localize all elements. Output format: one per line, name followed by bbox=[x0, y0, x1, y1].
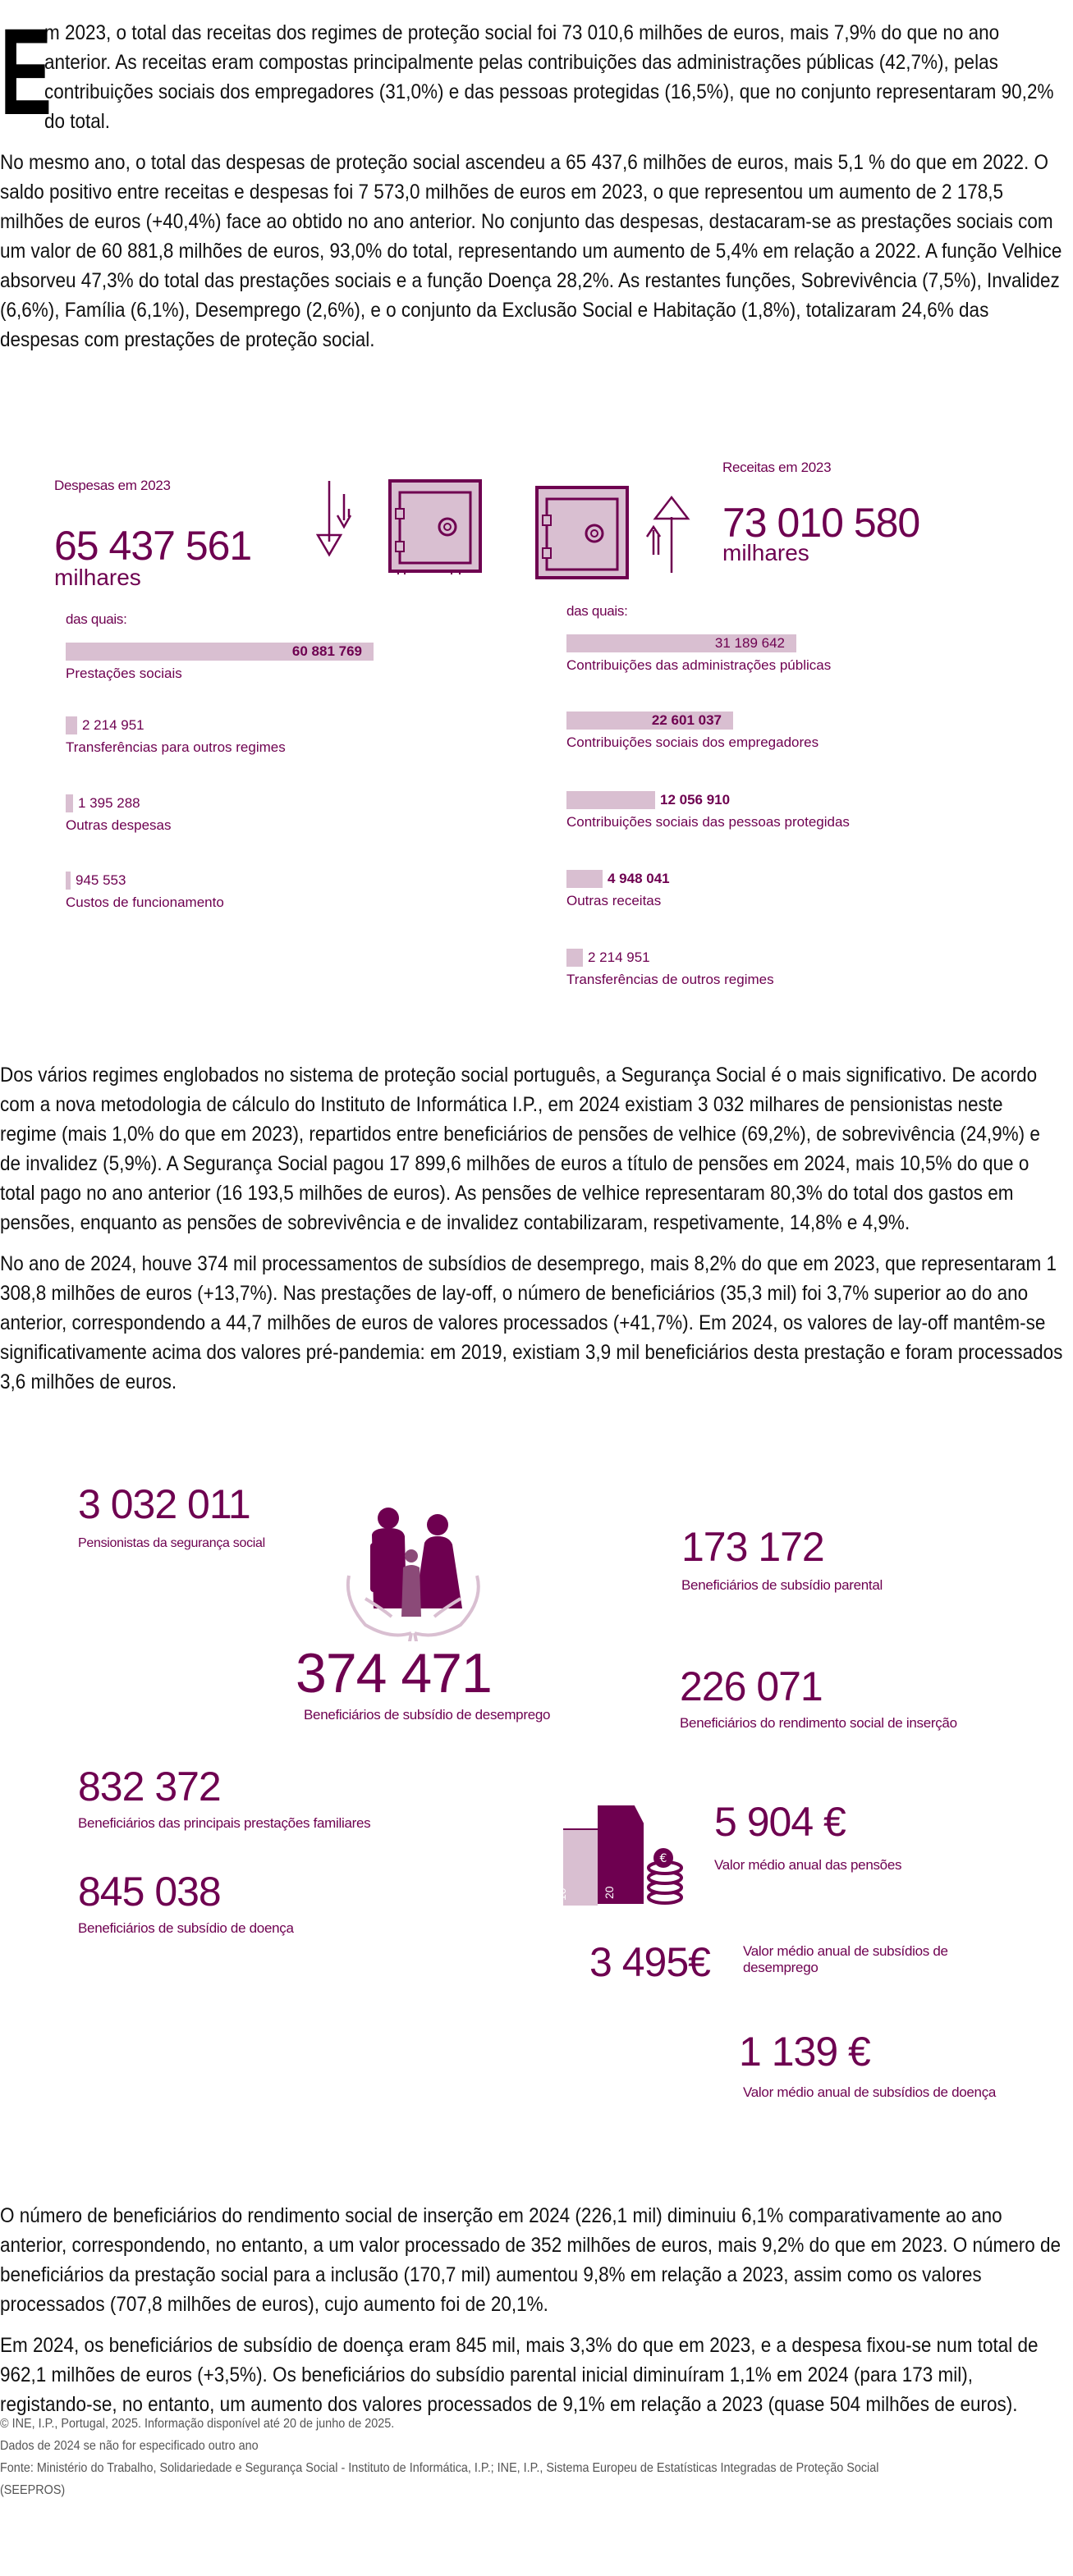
revenue-total: 73 010 580 bbox=[722, 500, 920, 546]
arrow-down-icon bbox=[316, 481, 352, 557]
closing-paragraph-1: O número de beneficiários do rendimento … bbox=[0, 2204, 1062, 2316]
expense-value: 2 214 951 bbox=[82, 717, 144, 733]
revenue-item: 12 056 910 Contribuições sociais das pess… bbox=[566, 791, 977, 830]
footer-note: Dados de 2024 se não for especificado ou… bbox=[0, 2439, 259, 2453]
pensioners-label: Pensionistas da segurança social bbox=[78, 1536, 265, 1550]
parental-label: Beneficiários de subsídio parental bbox=[681, 1577, 883, 1593]
middle-text: Dos vários regimes englobados no sistema… bbox=[0, 1060, 1064, 1408]
expenses-total: 65 437 561 bbox=[54, 523, 252, 569]
expense-label: Outras despesas bbox=[66, 817, 172, 833]
safe-icon bbox=[535, 486, 629, 579]
avg-unemployment-label: Valor médio anual de subsídios de desemp… bbox=[743, 1943, 948, 1975]
avg-unemployment-value: 3 495€ bbox=[589, 1939, 711, 1985]
drop-cap: E bbox=[0, 2, 53, 140]
expense-bar bbox=[66, 872, 71, 890]
money-out-icon bbox=[316, 479, 482, 574]
stats-infographic: 3 032 011 Pensionistas da segurança soci… bbox=[0, 1461, 1073, 2158]
middle-paragraph-2: No ano de 2024, houve 374 mil processame… bbox=[0, 1252, 1063, 1393]
expense-item: 60 881 769 Prestações sociais bbox=[66, 643, 476, 681]
footer: © INE, I.P., Portugal, 2025. Informação … bbox=[0, 2413, 887, 2501]
avg-sickness-value: 1 139 € bbox=[739, 2029, 871, 2075]
expenses-title: Despesas em 2023 bbox=[54, 478, 171, 493]
svg-text:€: € bbox=[660, 1852, 667, 1865]
expense-label: Transferências para outros regimes bbox=[66, 739, 286, 755]
avg-sickness-label: Valor médio anual de subsídios de doença bbox=[743, 2084, 997, 2100]
revenue-bar bbox=[566, 870, 603, 888]
revenue-bar bbox=[566, 711, 733, 730]
parental-value: 173 172 bbox=[681, 1524, 825, 1570]
finance-infographic: Despesas em 2023 65 437 561 milhares bbox=[0, 443, 1073, 1001]
footer-source: Fonte: Ministério do Trabalho, Solidarie… bbox=[0, 2461, 879, 2497]
expense-bar bbox=[66, 794, 73, 812]
hands-icon bbox=[346, 1575, 480, 1641]
rsi-label: Beneficiários do rendimento social de in… bbox=[680, 1715, 957, 1731]
revenue-unit: milhares bbox=[722, 540, 809, 565]
expense-value: 1 395 288 bbox=[78, 795, 140, 811]
pensioners-value: 3 032 011 bbox=[78, 1481, 251, 1527]
expense-item: 945 553 Custos de funcionamento bbox=[66, 872, 476, 910]
expense-bar bbox=[66, 643, 374, 661]
revenue-label: Contribuições sociais dos empregadores bbox=[566, 734, 819, 750]
sickness-value: 845 038 bbox=[78, 1869, 222, 1915]
intro-paragraph-1-text: m 2023, o total das receitas dos regimes… bbox=[44, 21, 1054, 133]
family-benefits-value: 832 372 bbox=[78, 1764, 222, 1810]
revenue-label: Contribuições sociais das pessoas proteg… bbox=[566, 814, 850, 830]
expense-label: Custos de funcionamento bbox=[66, 895, 224, 910]
revenue-bar bbox=[566, 634, 796, 652]
money-in-icon bbox=[535, 486, 690, 579]
sickness-label: Beneficiários de subsídio de doença bbox=[78, 1920, 294, 1936]
expense-bar bbox=[66, 716, 77, 734]
euro-coins-icon: € bbox=[647, 1848, 683, 1905]
safe-icon bbox=[388, 479, 482, 574]
revenue-label: Outras receitas bbox=[566, 893, 662, 908]
revenue-item: 4 948 041 Outras receitas bbox=[566, 870, 977, 908]
rsi-value: 226 071 bbox=[680, 1663, 823, 1709]
revenue-value: 22 601 037 bbox=[651, 712, 722, 728]
expense-value: 60 881 769 bbox=[291, 643, 362, 659]
middle-paragraph-1: Dos vários regimes englobados no sistema… bbox=[0, 1064, 1040, 1234]
expense-label: Prestações sociais bbox=[66, 666, 182, 681]
footer-copyright: © INE, I.P., Portugal, 2025. Informação … bbox=[0, 2417, 395, 2431]
banknote-10-icon: 10 bbox=[555, 1828, 598, 1906]
revenue-title: Receitas em 2023 bbox=[722, 460, 832, 475]
family-benefits-label: Beneficiários das principais prestações … bbox=[78, 1815, 371, 1831]
revenue-value: 31 189 642 bbox=[714, 635, 785, 651]
closing-paragraph-2: Em 2024, os beneficiários de subsídio de… bbox=[0, 2334, 1039, 2416]
family-in-hands-icon bbox=[346, 1508, 480, 1641]
revenue-of-which: das quais: bbox=[566, 603, 628, 619]
revenue-item: 22 601 037 Contribuições sociais dos empr… bbox=[566, 711, 977, 750]
avg-pension-value: 5 904 € bbox=[714, 1799, 846, 1845]
expense-item: 1 395 288 Outras despesas bbox=[66, 794, 476, 833]
unemployment-value: 374 471 bbox=[296, 1642, 493, 1704]
revenue-label: Contribuições das administrações pública… bbox=[566, 657, 832, 673]
revenue-bar bbox=[566, 791, 655, 809]
closing-text: O número de beneficiários do rendimento … bbox=[0, 2201, 1064, 2431]
unemployment-label: Beneficiários de subsídio de desemprego bbox=[304, 1707, 551, 1723]
expenses-unit: milhares bbox=[54, 565, 141, 590]
revenue-value: 4 948 041 bbox=[608, 871, 670, 886]
banknotes-coins-icon: 10 20 € bbox=[555, 1805, 686, 1906]
revenue-value: 2 214 951 bbox=[588, 949, 650, 965]
banknote-20-icon: 20 bbox=[598, 1805, 644, 1904]
arrow-up-icon bbox=[645, 495, 690, 573]
expenses-of-which: das quais: bbox=[66, 611, 127, 627]
intro-paragraph-2: No mesmo ano, o total das despesas de pr… bbox=[0, 151, 1062, 351]
revenue-item: 2 214 951 Transferências de outros regime… bbox=[566, 949, 977, 987]
avg-pension-label: Valor médio anual das pensões bbox=[714, 1857, 902, 1873]
expense-value: 945 553 bbox=[76, 872, 126, 888]
revenue-bar bbox=[566, 949, 583, 967]
revenue-item: 31 189 642 Contribuições das administraçõ… bbox=[566, 634, 977, 673]
expense-item: 2 214 951 Transferências para outros regi… bbox=[66, 716, 476, 755]
revenue-label: Transferências de outros regimes bbox=[566, 972, 774, 987]
revenue-value: 12 056 910 bbox=[660, 792, 731, 808]
